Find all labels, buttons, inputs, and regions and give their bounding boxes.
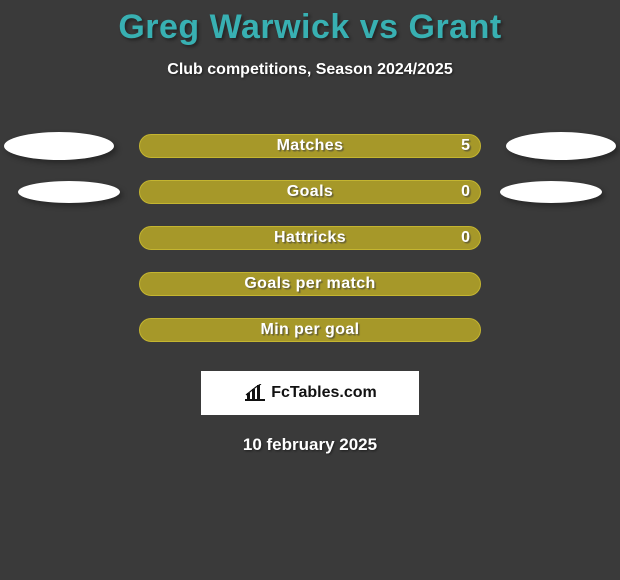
left-marker [4,132,114,160]
stat-label: Hattricks [140,229,480,247]
left-marker [18,181,120,203]
right-marker [500,181,602,203]
stat-row: Goals per match [0,261,620,307]
bar-chart-icon [243,384,265,402]
stat-bar: Min per goal [139,318,481,342]
stat-row: Matches 5 [0,123,620,169]
stat-row: Goals 0 [0,169,620,215]
stat-bar: Goals per match [139,272,481,296]
stat-value: 0 [461,229,470,247]
page-title: Greg Warwick vs Grant [0,0,620,47]
source-badge-text: FcTables.com [271,384,377,402]
stat-bar: Hattricks 0 [139,226,481,250]
stat-label: Goals [140,183,480,201]
stats-block: Matches 5 Goals 0 Hattricks 0 Goals per … [0,123,620,455]
stat-value: 0 [461,183,470,201]
right-marker [506,132,616,160]
stat-row: Min per goal [0,307,620,353]
page-subtitle: Club competitions, Season 2024/2025 [0,61,620,79]
stat-label: Min per goal [140,321,480,339]
stat-bar: Matches 5 [139,134,481,158]
stat-label: Goals per match [140,275,480,293]
stat-label: Matches [140,137,480,155]
stat-value: 5 [461,137,470,155]
source-badge: FcTables.com [201,371,419,415]
generated-date: 10 february 2025 [0,435,620,455]
stat-bar: Goals 0 [139,180,481,204]
stat-row: Hattricks 0 [0,215,620,261]
